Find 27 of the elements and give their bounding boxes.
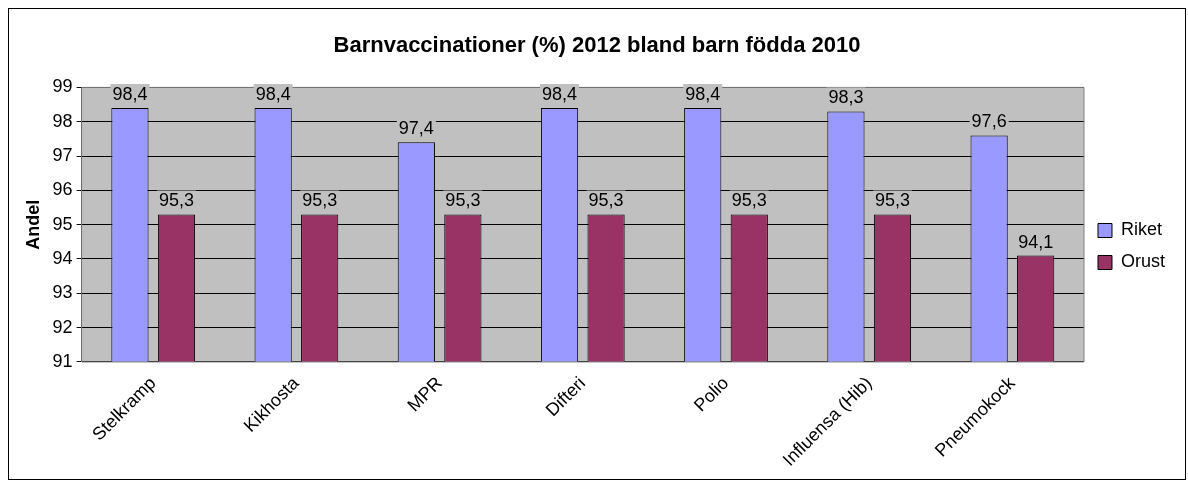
y-tick-label: 98 [52, 110, 73, 131]
data-label: 95,3 [874, 190, 910, 211]
data-label: 95,3 [588, 190, 624, 211]
data-label: 98,4 [685, 83, 721, 104]
data-label: 98,3 [828, 87, 864, 108]
data-label: 95,3 [302, 190, 338, 211]
y-axis-title: Andel [22, 199, 43, 250]
y-tick-label: 91 [52, 350, 73, 371]
data-label: 98,4 [112, 83, 148, 104]
y-tick-label: 97 [52, 145, 73, 166]
data-label: 97,6 [971, 111, 1007, 132]
data-label: 98,4 [542, 83, 578, 104]
y-tick-label: 92 [52, 316, 73, 337]
y-tick-label: 93 [52, 282, 73, 303]
y-tick-label: 99 [52, 76, 73, 97]
chart-title: Barnvaccinationer (%) 2012 bland barn födda 2010 [333, 32, 861, 58]
y-tick-label: 95 [52, 213, 73, 234]
legend-label: Orust [1120, 251, 1166, 272]
y-tick-label: 94 [52, 247, 73, 268]
data-label: 95,3 [158, 190, 195, 211]
y-tick-label: 96 [52, 179, 73, 200]
legend-label: Riket [1120, 219, 1163, 240]
data-label: 95,3 [731, 190, 767, 211]
data-label: 94,1 [1018, 231, 1054, 252]
data-label: 98,4 [255, 83, 291, 104]
data-label: 95,3 [445, 190, 481, 211]
data-label: 97,4 [398, 118, 434, 139]
